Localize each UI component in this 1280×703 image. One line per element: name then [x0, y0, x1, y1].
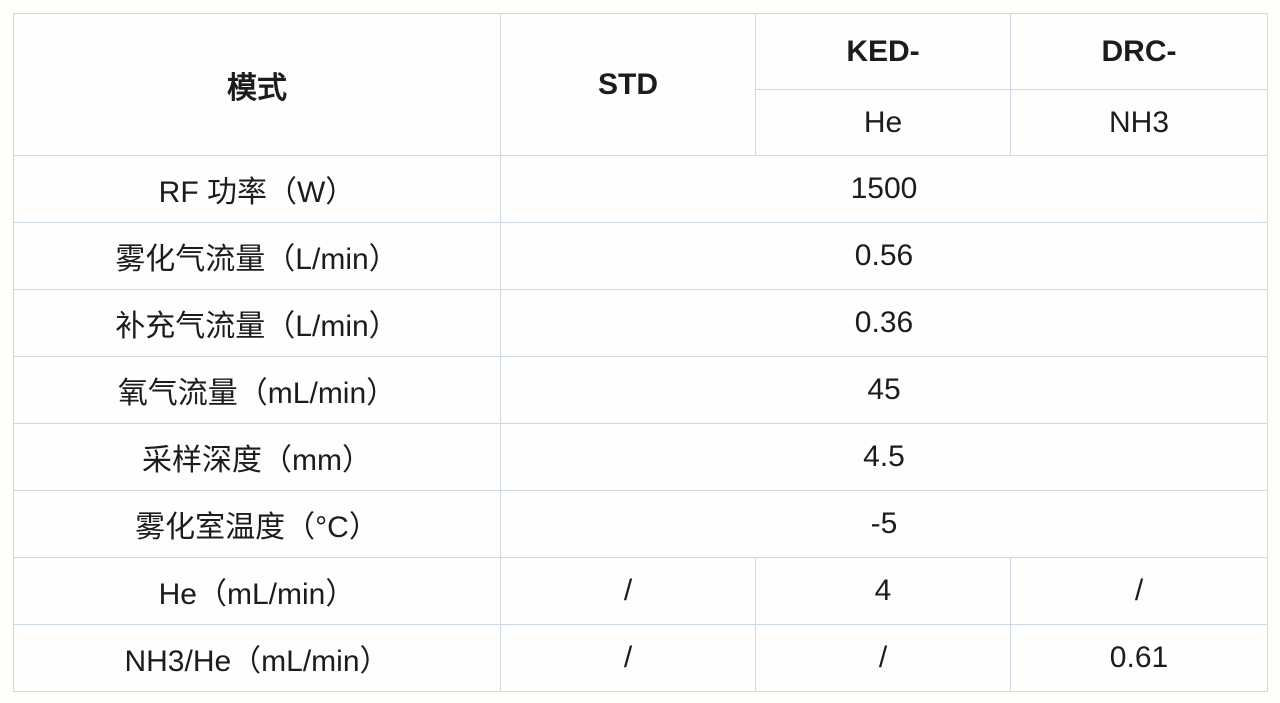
row-value-merged: 0.36	[500, 289, 1268, 357]
row-value-merged: 4.5	[500, 423, 1268, 491]
row-value-std: /	[500, 624, 756, 692]
header-mode-label: 模式	[227, 71, 287, 105]
row-value-std: /	[500, 557, 756, 625]
row-value-drc: /	[1010, 557, 1268, 625]
table-row-he-flow: He（mL/min） / 4 /	[13, 557, 1268, 625]
header-cell-mode: 模式	[13, 13, 501, 156]
row-label: 采样深度（mm）	[13, 423, 501, 491]
row-label: NH3/He（mL/min）	[13, 624, 501, 692]
table-row-nh3-he-flow: NH3/He（mL/min） / / 0.61	[13, 624, 1268, 692]
row-value-ked: 4	[755, 557, 1011, 625]
row-label: 氧气流量（mL/min）	[13, 356, 501, 424]
row-label: 补充气流量（L/min）	[13, 289, 501, 357]
instrument-parameters-table: 模式 STD KED- DRC- He NH3 RF 功率（W） 1500 雾化…	[13, 13, 1268, 692]
row-value-drc: 0.61	[1010, 624, 1268, 692]
row-value-merged: 0.56	[500, 222, 1268, 290]
row-value-merged: 45	[500, 356, 1268, 424]
table-row-nebulizer-gas: 雾化气流量（L/min） 0.56	[13, 222, 1268, 290]
row-label: RF 功率（W）	[13, 155, 501, 223]
header-std-label: STD	[598, 67, 658, 101]
header-cell-std: STD	[500, 13, 756, 156]
row-value-merged: 1500	[500, 155, 1268, 223]
row-label: 雾化气流量（L/min）	[13, 222, 501, 290]
table-row-spray-chamber-temp: 雾化室温度（°C） -5	[13, 490, 1268, 558]
header-cell-ked: KED-	[755, 13, 1011, 90]
row-label: He（mL/min）	[13, 557, 501, 625]
header-cell-drc: DRC-	[1010, 13, 1268, 90]
subheader-cell-drc-gas: NH3	[1010, 89, 1268, 156]
row-label: 雾化室温度（°C）	[13, 490, 501, 558]
header-row-gases: He NH3	[14, 89, 1268, 156]
subheader-cell-ked-gas: He	[755, 89, 1011, 156]
row-value-merged: -5	[500, 490, 1268, 558]
row-value-ked: /	[755, 624, 1011, 692]
table-row-rf-power: RF 功率（W） 1500	[13, 155, 1268, 223]
table-row-makeup-gas: 补充气流量（L/min） 0.36	[13, 289, 1268, 357]
header-row-modes: 模式 STD KED- DRC-	[13, 13, 1268, 156]
table-row-oxygen-flow: 氧气流量（mL/min） 45	[13, 356, 1268, 424]
table-row-sampling-depth: 采样深度（mm） 4.5	[13, 423, 1268, 491]
